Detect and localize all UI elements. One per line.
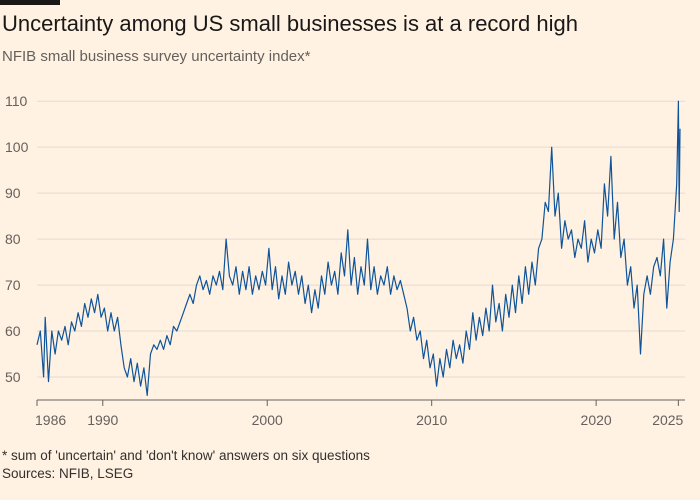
x-tick-label-2020: 2020	[581, 412, 612, 428]
y-tick-label-70: 70	[5, 277, 21, 293]
y-tick-label-90: 90	[5, 185, 21, 201]
y-tick-label-50: 50	[5, 369, 21, 385]
brand-bar	[0, 0, 60, 5]
chart-title: Uncertainty among US small businesses is…	[2, 11, 578, 36]
chart-subtitle: NFIB small business survey uncertainty i…	[2, 48, 311, 65]
y-tick-label-60: 60	[5, 323, 21, 339]
source-note: Sources: NFIB, LSEG	[2, 466, 134, 481]
x-tick-label-2000: 2000	[252, 412, 283, 428]
footnote: * sum of 'uncertain' and 'don't know' an…	[2, 448, 370, 463]
x-tick-label-1990: 1990	[87, 412, 118, 428]
series-layer	[36, 100, 681, 396]
x-tick-label-1986: 1986	[35, 412, 66, 428]
x-tick-label-2025: 2025	[652, 412, 683, 428]
x-tick-label-2010: 2010	[416, 412, 447, 428]
y-tick-label-80: 80	[5, 231, 21, 247]
y-tick-label-100: 100	[5, 139, 29, 155]
gridlines	[37, 100, 685, 378]
series-line-0	[36, 100, 681, 396]
y-tick-label-110: 110	[5, 93, 28, 109]
y-axis-ticks: 50 60 70 80 90 100 110	[5, 93, 29, 385]
x-axis: 1986 1990 2000 2010 2020 2025	[35, 399, 685, 428]
